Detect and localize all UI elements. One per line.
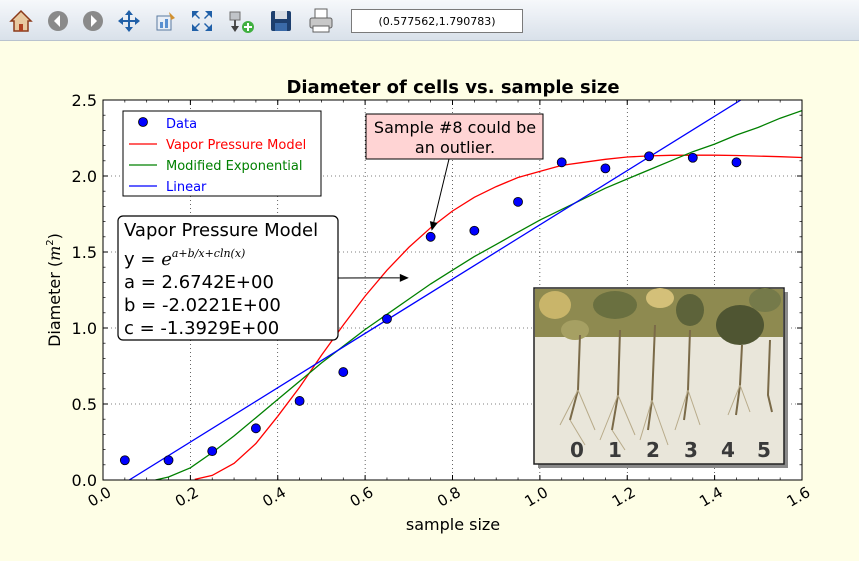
- model-param-c: c = -1.3929E+00: [124, 318, 279, 339]
- legend-label-data: Data: [166, 117, 197, 132]
- inset-label: 0: [570, 438, 584, 462]
- data-point[interactable]: [600, 163, 611, 174]
- edit-axes-icon[interactable]: [151, 6, 181, 36]
- subplots-icon[interactable]: [226, 6, 256, 36]
- data-point[interactable]: [469, 225, 480, 236]
- inset-label: 5: [757, 438, 771, 462]
- y-tick-label: 2.0: [72, 167, 97, 186]
- series-line-1: [194, 154, 802, 480]
- zoom-icon[interactable]: [187, 6, 217, 36]
- x-tick-label: 1.0: [522, 483, 552, 511]
- outlier-line-1: Sample #8 could be: [374, 118, 536, 137]
- back-icon[interactable]: [43, 6, 73, 36]
- home-icon[interactable]: [6, 6, 36, 36]
- legend-label-vapor: Vapor Pressure Model: [166, 138, 306, 153]
- y-tick-label: 0.0: [72, 471, 97, 490]
- data-point[interactable]: [382, 313, 392, 324]
- x-tick-label: 0.4: [259, 483, 289, 511]
- data-point[interactable]: [294, 396, 305, 406]
- data-point[interactable]: [513, 196, 523, 207]
- y-axis-label-sup: 2: [45, 239, 56, 245]
- x-axis-label: sample size: [406, 515, 500, 534]
- legend-marker-data: [138, 117, 148, 127]
- legend-box: [122, 110, 322, 197]
- data-point[interactable]: [251, 423, 261, 434]
- data-point[interactable]: [425, 231, 436, 242]
- legend: Data Vapor Pressure Model Modified Expon…: [122, 110, 322, 197]
- coordinate-readout: (0.577562,1.790783): [351, 9, 523, 33]
- outlier-arrow-head: [429, 221, 438, 231]
- print-icon[interactable]: [306, 6, 336, 36]
- model-param-a: a = 2.6742E+00: [124, 272, 274, 293]
- forward-icon[interactable]: [78, 6, 108, 36]
- model-equation: y = ea+b/x+cln(x): [124, 247, 245, 270]
- data-point[interactable]: [556, 157, 567, 168]
- series-points: [119, 151, 742, 466]
- data-point[interactable]: [731, 157, 742, 168]
- data-point[interactable]: [119, 455, 130, 466]
- y-tick-label: 0.5: [72, 395, 97, 414]
- y-axis-label: Diameter (m2): [45, 233, 64, 347]
- data-point[interactable]: [338, 367, 349, 377]
- x-tick-label: 1.6: [784, 483, 814, 511]
- save-icon[interactable]: [266, 6, 296, 36]
- outlier-line-2: an outlier.: [415, 138, 495, 157]
- inset-label: 3: [684, 438, 698, 462]
- y-tick-label: 1.5: [72, 243, 97, 262]
- chart-title: Diameter of cells vs. sample size: [286, 77, 619, 98]
- model-eq-prefix: y =: [124, 249, 161, 270]
- data-point[interactable]: [163, 455, 174, 466]
- y-tick-label: 1.0: [72, 319, 97, 338]
- x-tick-label: 1.4: [696, 483, 726, 511]
- model-eq-sup: a+b/x+cln(x): [172, 247, 246, 260]
- series-line-3: [128, 100, 742, 480]
- toolbar: (0.577562,1.790783): [0, 0, 859, 41]
- inset-label: 2: [646, 438, 660, 462]
- x-tick-label: 0.8: [434, 483, 464, 511]
- data-point[interactable]: [687, 152, 698, 163]
- chart[interactable]: Diameter of cells vs. sample size: [0, 40, 859, 561]
- y-tick-label: 2.5: [72, 91, 97, 110]
- y-axis-label-math: m: [45, 246, 64, 261]
- model-title: Vapor Pressure Model: [124, 220, 318, 241]
- series-line-2: [155, 109, 802, 480]
- model-arrow-head: [399, 273, 409, 282]
- x-tick-label: 0.2: [172, 483, 202, 511]
- outlier-arrow: [433, 158, 450, 223]
- y-axis-label-text: Diameter (: [45, 261, 64, 347]
- x-tick-label: 1.2: [609, 483, 639, 511]
- legend-label-modexp: Modified Exponential: [166, 159, 302, 174]
- inset-label: 4: [721, 438, 735, 462]
- outlier-annotation: Sample #8 could be an outlier.: [365, 113, 544, 231]
- model-param-b: b = -2.0221E+00: [124, 295, 281, 316]
- pan-icon[interactable]: [114, 6, 144, 36]
- model-annotation: Vapor Pressure Model y = ea+b/x+cln(x) a…: [117, 215, 409, 341]
- outlier-box: [365, 113, 544, 160]
- inset-label: 1: [608, 438, 622, 462]
- y-axis-label-close: ): [45, 233, 64, 239]
- x-tick-label: 0.6: [347, 483, 377, 511]
- legend-label-linear: Linear: [166, 180, 207, 195]
- series-lines: [128, 100, 802, 480]
- model-eq-math: e: [161, 249, 172, 270]
- data-point[interactable]: [207, 446, 218, 457]
- data-point[interactable]: [644, 151, 654, 162]
